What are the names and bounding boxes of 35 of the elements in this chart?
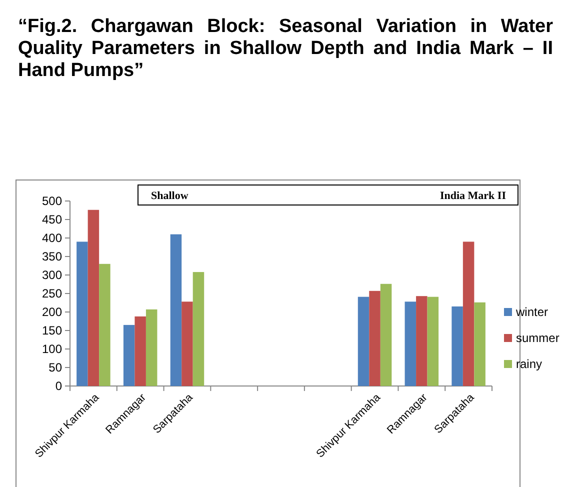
- legend-label: summer: [516, 331, 560, 346]
- legend-label: rainy: [516, 357, 542, 372]
- y-tick-label: 50: [48, 360, 62, 375]
- y-tick-label: 0: [55, 379, 62, 394]
- y-tick-label: 200: [42, 305, 62, 320]
- bar: [192, 272, 204, 386]
- y-tick-label: 350: [42, 250, 62, 264]
- y-tick-label: 500: [42, 194, 62, 208]
- y-tick-label: 450: [42, 212, 62, 227]
- annotation: Shallow: [151, 190, 188, 202]
- bar: [380, 284, 392, 386]
- bar: [474, 302, 486, 386]
- bar: [462, 242, 474, 386]
- y-tick-label: 100: [42, 342, 62, 356]
- bar: [452, 306, 463, 386]
- y-tick-label: 250: [42, 286, 62, 301]
- legend-label: winter: [515, 305, 548, 320]
- bar: [170, 234, 182, 386]
- bar: [123, 324, 135, 386]
- bar: [134, 316, 146, 386]
- bar: [146, 309, 158, 386]
- bar: [427, 296, 439, 386]
- bar: [182, 302, 193, 386]
- bar: [76, 242, 88, 386]
- bar: [369, 290, 380, 386]
- bar: [404, 302, 416, 386]
- bar: [416, 296, 428, 386]
- bar: [99, 264, 110, 386]
- bar: [88, 210, 100, 386]
- annotation: India Mark II: [440, 190, 506, 202]
- chart-title: “Fig.2. Chargawan Block: Seasonal Variation in Water Quality Parameters in Shallow Depth and India Mark – II Hand Pumps”: [18, 16, 553, 82]
- y-tick-label: 300: [42, 268, 62, 282]
- bar: [358, 296, 370, 386]
- y-tick-label: 400: [42, 231, 62, 246]
- y-tick-label: 150: [42, 324, 62, 338]
